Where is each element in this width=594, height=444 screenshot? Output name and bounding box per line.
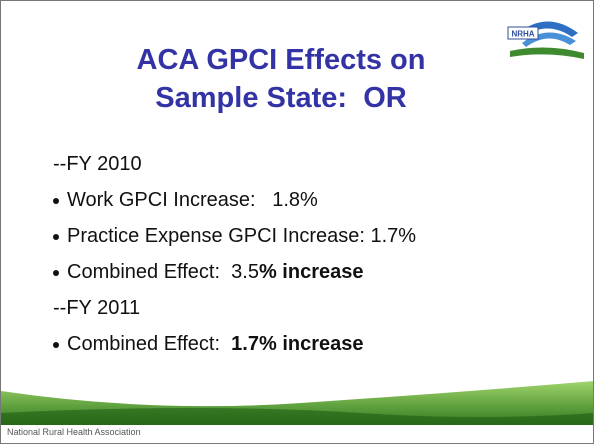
bullet-item: Combined Effect: 1.7% increase xyxy=(53,326,416,362)
section-label: --FY 2011 xyxy=(53,290,416,326)
footer: National Rural Health Association xyxy=(7,427,141,437)
text-part: Work GPCI Increase: 1.8% xyxy=(67,189,318,211)
text-part: --FY 2011 xyxy=(53,297,141,319)
logo-text: NRHA xyxy=(511,30,534,39)
text-part: Practice Expense GPCI Increase: 1.7% xyxy=(67,225,417,247)
text-part: % increase xyxy=(258,261,364,283)
text-part: Combined Effect: 3.5 xyxy=(67,261,259,283)
text-part: Combined Effect: xyxy=(67,333,232,355)
wave xyxy=(1,381,593,425)
bullet-item: Combined Effect: 3.5% increase xyxy=(53,254,416,290)
logo: NRHA xyxy=(507,21,584,59)
bullet-item: Work GPCI Increase: 1.8% xyxy=(53,182,416,218)
title: ACA GPCI Effects on Sample State: OR xyxy=(61,41,501,117)
text-part: --FY 2010 xyxy=(53,153,142,175)
title-line: Sample State: OR xyxy=(155,82,407,114)
section-label: --FY 2010 xyxy=(53,146,416,182)
item-list: --FY 2010 Work GPCI Increase: 1.8% Practic… xyxy=(53,146,416,362)
bullet-item: Practice Expense GPCI Increase: 1.7% xyxy=(53,218,416,254)
title-line: ACA GPCI Effects on xyxy=(136,44,426,76)
text-part: 1.7% increase xyxy=(231,333,364,355)
